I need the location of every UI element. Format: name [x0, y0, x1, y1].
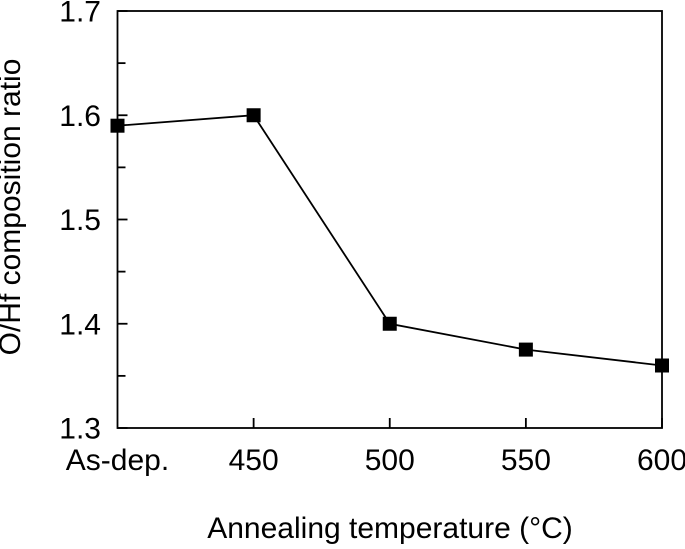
- svg-text:550: 550: [501, 444, 551, 477]
- svg-text:As-dep.: As-dep.: [66, 444, 169, 477]
- svg-text:450: 450: [229, 444, 279, 477]
- svg-text:1.7: 1.7: [59, 0, 101, 29]
- svg-text:1.6: 1.6: [59, 100, 101, 133]
- svg-text:500: 500: [365, 444, 415, 477]
- svg-text:1.5: 1.5: [59, 204, 101, 237]
- svg-text:Annealing temperature (°C): Annealing temperature (°C): [207, 512, 573, 544]
- svg-text:1.3: 1.3: [59, 413, 101, 446]
- svg-text:1.4: 1.4: [59, 308, 101, 341]
- svg-text:O/Hf composition ratio: O/Hf composition ratio: [0, 59, 27, 356]
- svg-text:600: 600: [637, 444, 685, 477]
